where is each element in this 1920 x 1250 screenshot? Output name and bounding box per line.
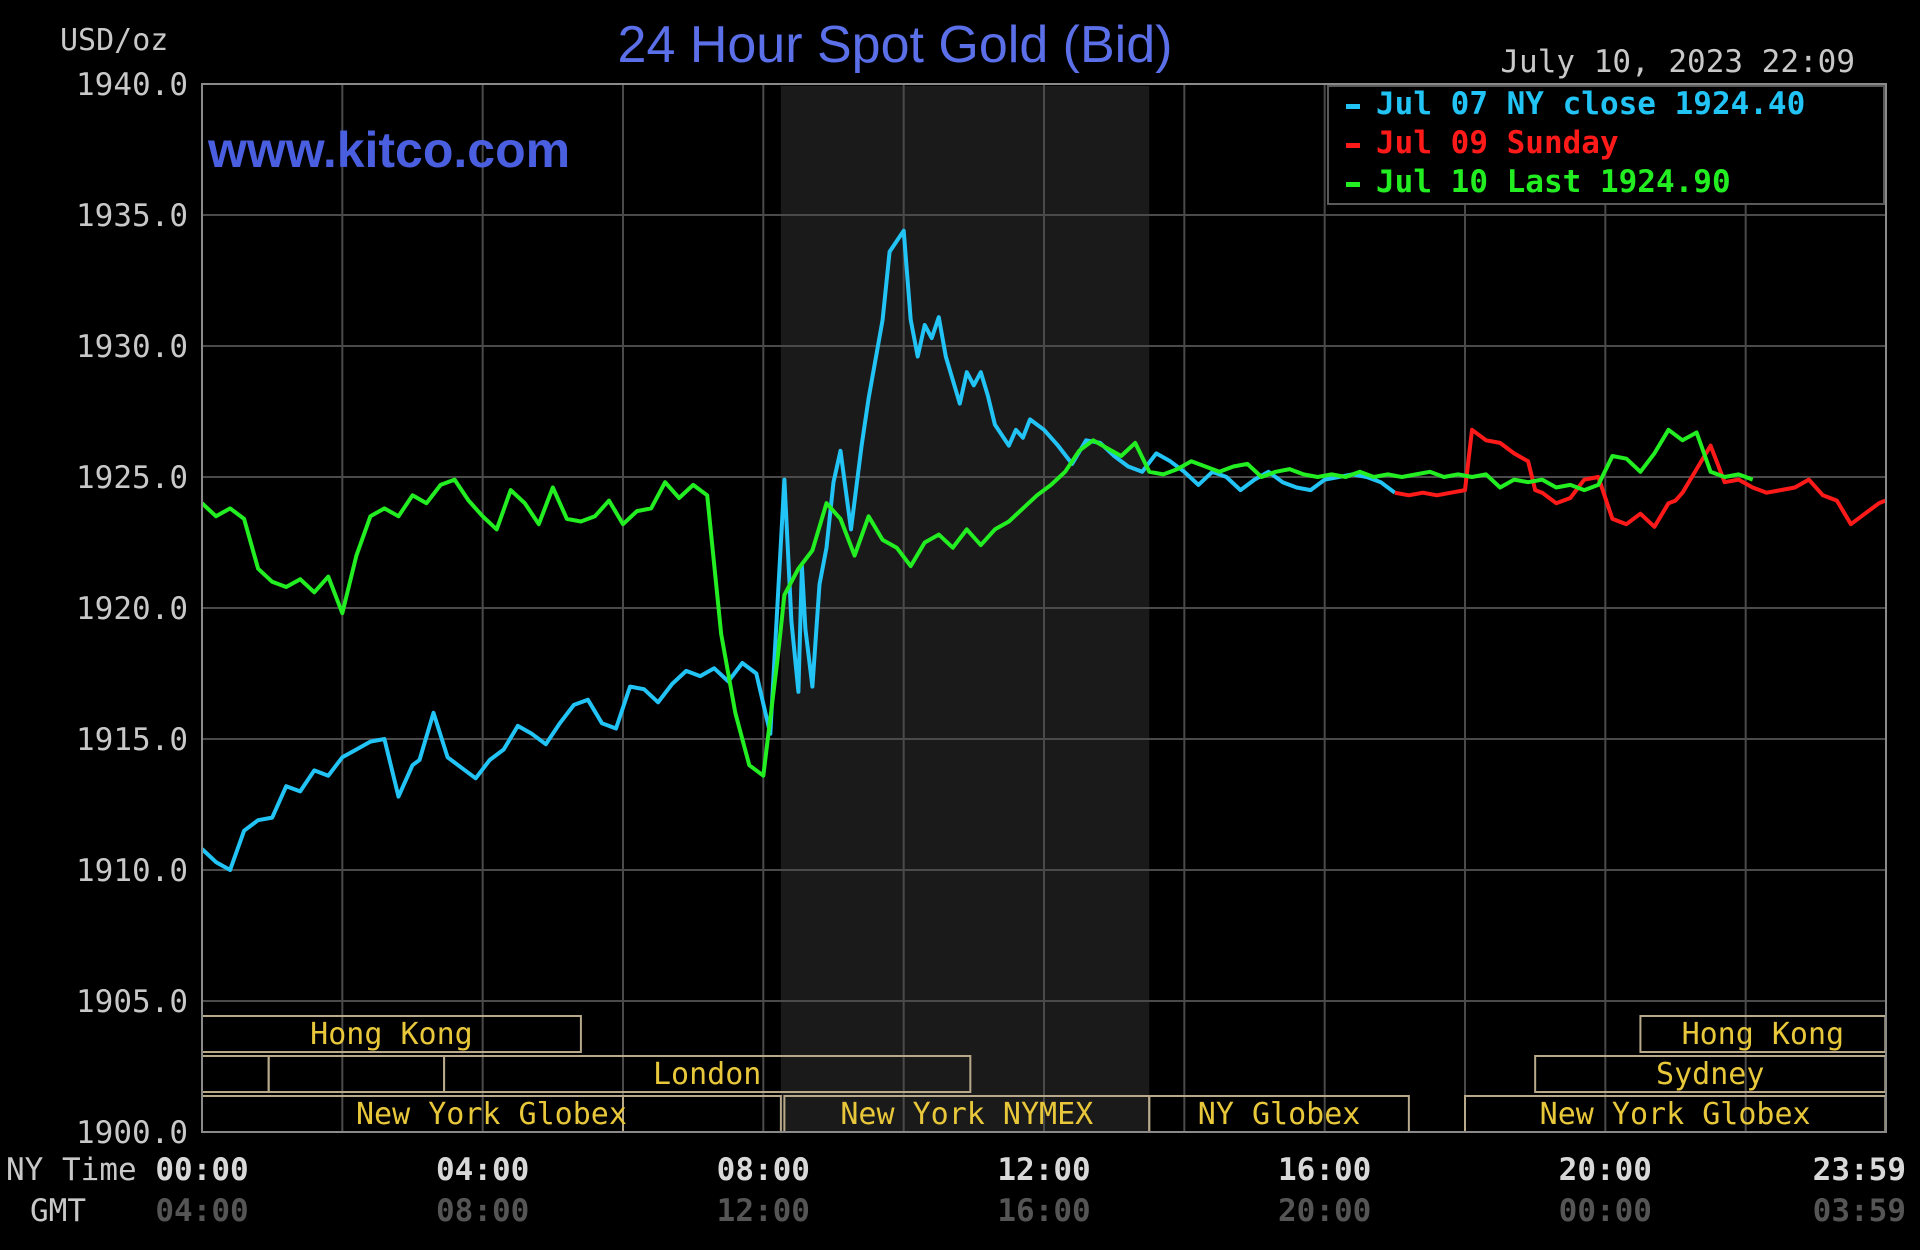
session-label: Hong Kong: [1682, 1017, 1845, 1052]
session-label: New York Globex: [356, 1097, 627, 1132]
session-box: [443, 1055, 972, 1093]
trading-sessions: Hong Kong Hong Kong London Sydney New York G…: [201, 1015, 1887, 1133]
x-tick-label-ny: 12:00: [997, 1152, 1090, 1188]
session-label: New York Globex: [1540, 1097, 1811, 1132]
legend-swatch: [1346, 104, 1360, 109]
y-tick-label: 1920.0: [76, 591, 188, 627]
session-label: New York NYMEX: [840, 1097, 1093, 1132]
session-label: Sydney: [1656, 1057, 1764, 1092]
x-tick-label-gmt: 04:00: [155, 1193, 248, 1229]
ny-time-row-label: NY Time: [6, 1152, 137, 1188]
y-tick-label: 1900.0: [76, 1115, 188, 1151]
series-lines: [200, 228, 1887, 872]
gmt-row-label: GMT: [30, 1193, 86, 1229]
session-label: Hong Kong: [310, 1017, 473, 1052]
y-tick-label: 1940.0: [76, 67, 188, 103]
legend-swatch: [1346, 182, 1360, 187]
series-line-1: [200, 228, 1397, 872]
session-label: London: [653, 1057, 761, 1092]
legend-box: [1327, 85, 1885, 205]
website-watermark: www.kitco.com: [207, 122, 570, 178]
plot-frame: [201, 83, 1887, 1133]
y-tick-label: 1930.0: [76, 329, 188, 365]
x-tick-label-gmt: 16:00: [997, 1193, 1090, 1229]
y-tick-label: 1915.0: [76, 722, 188, 758]
x-tick-label-gmt: 12:00: [717, 1193, 810, 1229]
x-tick-label-gmt: 20:00: [1278, 1193, 1371, 1229]
y-tick-label: 1905.0: [76, 984, 188, 1020]
chart-title: 24 Hour Spot Gold (Bid): [618, 16, 1173, 74]
y-tick-label: 1910.0: [76, 853, 188, 889]
legend-entry: Jul 09 Sunday: [1376, 125, 1619, 161]
timestamp: July 10, 2023 22:09: [1500, 44, 1855, 80]
x-tick-label-gmt: 08:00: [436, 1193, 529, 1229]
x-tick-label-ny: 23:59: [1813, 1152, 1906, 1188]
legend-entry: Jul 10 Last 1924.90: [1376, 164, 1731, 200]
y-tick-label: 1935.0: [76, 198, 188, 234]
x-tick-labels: 00:00 04:00 04:00 08:00 08:00 12:00 12:00 16:00…: [155, 1152, 1906, 1229]
legend-entry: Jul 07 NY close 1924.40: [1376, 86, 1805, 122]
x-tick-label-ny: 20:00: [1559, 1152, 1652, 1188]
legend-swatch: [1346, 143, 1360, 148]
series-line-2: [1394, 427, 1887, 529]
x-tick-label-ny: 16:00: [1278, 1152, 1371, 1188]
units-label: USD/oz: [60, 23, 168, 58]
x-tick-label-gmt: 03:59: [1813, 1193, 1906, 1229]
x-tick-label-ny: 04:00: [436, 1152, 529, 1188]
x-tick-label-gmt: 00:00: [1559, 1193, 1652, 1229]
series-line-3: [200, 427, 1754, 778]
session-label: NY Globex: [1198, 1097, 1361, 1132]
x-tick-label-ny: 08:00: [717, 1152, 810, 1188]
grid: [202, 83, 1886, 1133]
y-tick-label: 1925.0: [76, 460, 188, 496]
x-tick-label-ny: 00:00: [155, 1152, 248, 1188]
y-tick-labels: 1940.0 1935.0 1930.0 1925.0 1920.0 1915.0 1910…: [76, 67, 188, 1151]
